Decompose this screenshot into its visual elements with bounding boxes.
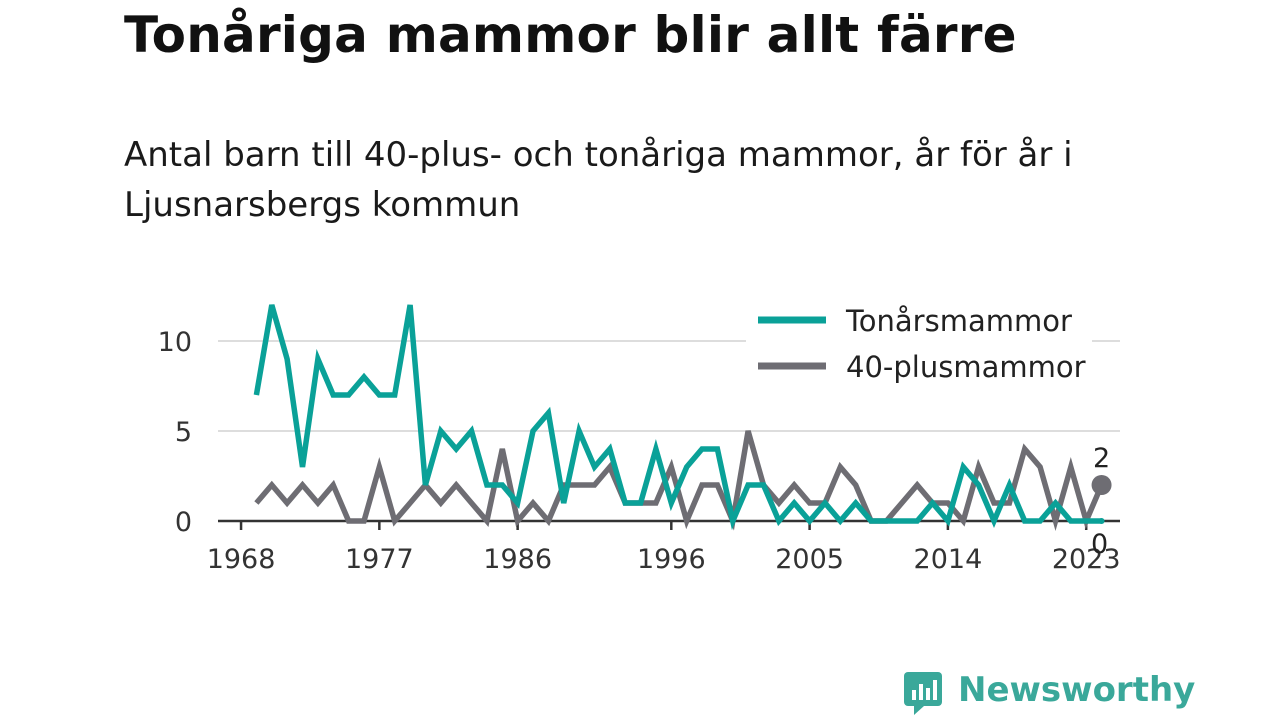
legend-label-forty: 40-plusmammor (846, 350, 1086, 384)
x-axis: 1968 1977 1986 1996 2005 2014 2023 (207, 519, 1121, 575)
series-line-forty (254, 430, 1105, 532)
y-tick-label: 0 (175, 507, 192, 538)
newsworthy-logo-icon (904, 672, 942, 715)
legend-label-teen: Tonårsmammor (845, 304, 1072, 338)
y-axis: 0 5 10 (158, 327, 192, 538)
x-tick-label: 2005 (775, 544, 844, 575)
x-tick-label: 2014 (914, 544, 983, 575)
end-marker-teen (1098, 518, 1105, 524)
newsworthy-logo: Newsworthy (902, 670, 1195, 716)
end-label-teen: 0 (1091, 529, 1108, 560)
series-lines (253, 304, 1105, 532)
chart-subtitle: Antal barn till 40-plus- och tonåriga ma… (124, 135, 1073, 225)
x-tick-label: 1968 (207, 544, 276, 575)
end-marker-forty (1091, 475, 1112, 495)
x-tick-label: 1996 (637, 544, 706, 575)
chart-title: Tonåriga mammor blir allt färre (124, 6, 1017, 64)
y-tick-label: 10 (158, 327, 192, 358)
x-tick-label: 1986 (483, 544, 552, 575)
legend: Tonårsmammor 40-plusmammor (746, 298, 1092, 388)
y-tick-label: 5 (175, 417, 192, 448)
brand-name: Newsworthy (958, 670, 1196, 710)
x-tick-label: 1977 (345, 544, 414, 575)
series-line-teen (253, 304, 1102, 531)
x-tick-label: 2023 (1052, 544, 1121, 575)
end-label-forty: 2 (1093, 443, 1110, 474)
end-markers: 20 (1091, 443, 1112, 560)
